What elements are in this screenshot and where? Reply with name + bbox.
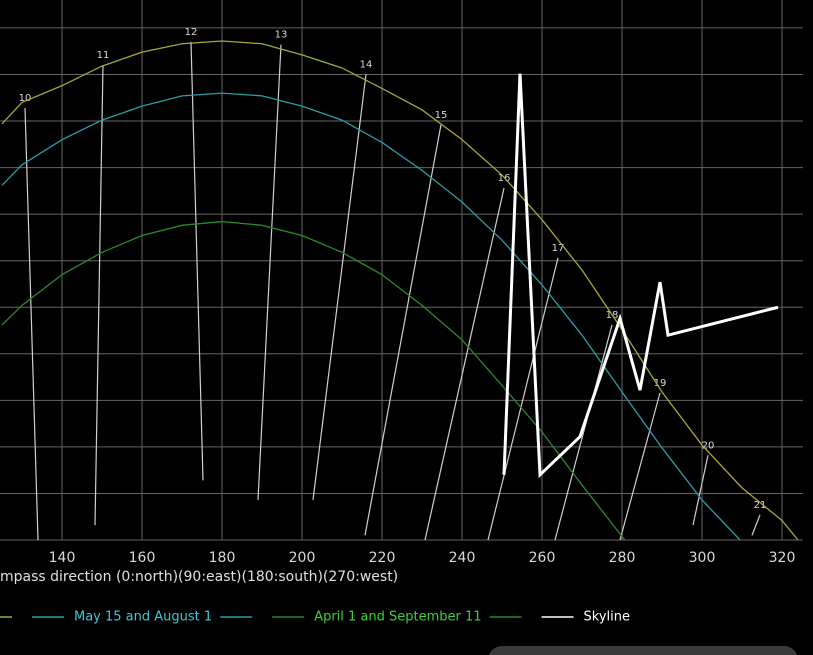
hour-label: 20	[702, 440, 715, 451]
hour-line	[692, 455, 709, 526]
hour-label: 10	[19, 93, 32, 104]
hour-label: 19	[654, 378, 667, 389]
x-tick-label: 300	[689, 550, 716, 566]
series-line	[1, 92, 741, 541]
hour-label: 15	[435, 110, 448, 121]
hour-label: 17	[552, 243, 565, 254]
hour-line	[257, 44, 282, 500]
hour-line	[487, 257, 559, 541]
hour-line	[364, 124, 442, 536]
hour-label: 11	[97, 50, 110, 61]
hour-label: 14	[360, 59, 373, 70]
hour-line	[94, 65, 104, 526]
hour-label: 12	[185, 27, 198, 38]
hour-line	[312, 74, 367, 501]
x-tick-label: 140	[49, 550, 76, 566]
scrollbar	[488, 646, 798, 655]
hour-label: 21	[754, 500, 767, 511]
x-tick-label: 160	[129, 550, 156, 566]
x-tick-label: 200	[289, 550, 316, 566]
legend-label: April 1 and September 11	[314, 610, 481, 625]
hour-label: 16	[498, 173, 511, 184]
x-tick-label: 320	[769, 550, 796, 566]
x-tick-label: 240	[449, 550, 476, 566]
hour-line	[554, 324, 613, 541]
hour-label: 13	[275, 30, 288, 41]
hour-line	[190, 41, 204, 481]
x-tick-label: 180	[209, 550, 236, 566]
hour-line	[424, 187, 505, 541]
hour-line	[751, 514, 761, 536]
series-line	[1, 220, 626, 541]
hour-line	[619, 392, 661, 541]
x-axis-label: mpass direction (0:north)(90:east)(180:s…	[0, 569, 398, 585]
x-tick-label: 220	[369, 550, 396, 566]
x-tick-label: 280	[609, 550, 636, 566]
x-tick-label: 260	[529, 550, 556, 566]
hour-line	[24, 107, 39, 541]
series-line	[502, 73, 779, 479]
legend-label: Skyline	[584, 610, 630, 625]
series-line	[1, 40, 799, 541]
legend-label: May 15 and August 1	[74, 610, 212, 625]
